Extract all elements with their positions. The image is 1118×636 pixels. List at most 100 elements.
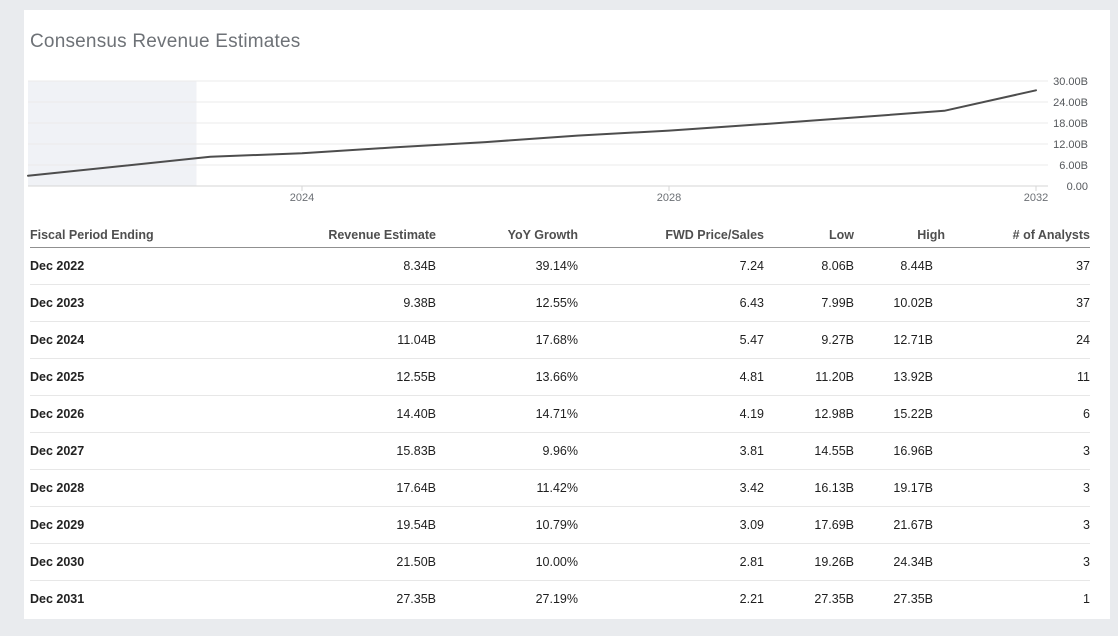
cell-revenue-estimate: 15.83B [260, 432, 436, 470]
cell-fwd-price-sales: 2.81 [578, 543, 764, 581]
y-axis-tick-label: 6.00B [1059, 160, 1088, 172]
table-row: Dec 2025 12.55B 13.66% 4.81 11.20B 13.92… [30, 358, 1090, 396]
table-row: Dec 2030 21.50B 10.00% 2.81 19.26B 24.34… [30, 543, 1090, 581]
cell-high: 21.67B [854, 506, 945, 544]
cell-high: 8.44B [854, 247, 945, 285]
cell-fiscal-period: Dec 2028 [30, 469, 260, 507]
cell-revenue-estimate: 14.40B [260, 395, 436, 433]
col-header-fiscal-period-ending: Fiscal Period Ending [30, 222, 260, 248]
revenue-estimate-line [27, 89, 1037, 177]
cell-num-analysts: 11 [945, 358, 1090, 396]
table-header-row: Fiscal Period Ending Revenue Estimate Yo… [30, 222, 1090, 248]
table-row: Dec 2028 17.64B 11.42% 3.42 16.13B 19.17… [30, 469, 1090, 507]
col-header-fwd-price-sales: FWD Price/Sales [578, 222, 764, 248]
cell-low: 16.13B [764, 469, 854, 507]
cell-yoy-growth: 12.55% [436, 284, 578, 322]
cell-fiscal-period: Dec 2030 [30, 543, 260, 581]
y-axis-tick-label: 24.00B [1053, 97, 1088, 109]
table-row: Dec 2023 9.38B 12.55% 6.43 7.99B 10.02B … [30, 284, 1090, 322]
cell-high: 27.35B [893, 592, 933, 606]
cell-high: 15.22B [854, 395, 945, 433]
cell-high: 16.96B [854, 432, 945, 470]
cell-fwd-price-sales: 6.43 [578, 284, 764, 322]
x-axis-tick-label: 2028 [657, 192, 681, 204]
cell-num-analysts: 1 [1083, 592, 1090, 606]
cell-high: 24.34B [854, 543, 945, 581]
cell-num-analysts: 37 [945, 284, 1090, 322]
cell-low: 19.26B [764, 543, 854, 581]
cell-yoy-growth: 13.66% [436, 358, 578, 396]
chart-past-shaded-region [28, 81, 197, 186]
cell-low: 8.06B [764, 247, 854, 285]
cell-fiscal-period: Dec 2027 [30, 432, 260, 470]
cell-revenue-estimate: 8.34B [260, 247, 436, 285]
cell-fwd-price-sales: 5.47 [578, 321, 764, 359]
consensus-revenue-card: Consensus Revenue Estimates 0.00 6.00B 12.… [24, 10, 1110, 619]
cell-num-analysts: 3 [945, 543, 1090, 581]
cell-fiscal-period: Dec 2025 [30, 358, 260, 396]
table-row: Dec 2024 11.04B 17.68% 5.47 9.27B 12.71B… [30, 321, 1090, 359]
cell-num-analysts: 3 [945, 469, 1090, 507]
cell-yoy-growth: 10.79% [436, 506, 578, 544]
table-row: Dec 2027 15.83B 9.96% 3.81 14.55B 16.96B… [30, 432, 1090, 470]
cell-fwd-price-sales: 2.21 [739, 592, 764, 606]
cell-high: 13.92B [854, 358, 945, 396]
col-header-high: High [854, 222, 945, 248]
col-header-num-analysts: # of Analysts [945, 222, 1090, 248]
cell-fiscal-period: Dec 2022 [30, 247, 260, 285]
cell-high: 10.02B [854, 284, 945, 322]
cell-num-analysts: 24 [945, 321, 1090, 359]
cell-yoy-growth: 11.42% [436, 469, 578, 507]
cell-fwd-price-sales: 7.24 [578, 247, 764, 285]
table-row: Dec 2031 27.35B 27.19% 2.21 27.35B 27.35… [30, 581, 1090, 618]
cell-revenue-estimate: 12.55B [260, 358, 436, 396]
x-axis-tick-label: 2024 [290, 192, 314, 204]
cell-revenue-estimate: 19.54B [260, 506, 436, 544]
cell-yoy-growth: 10.00% [436, 543, 578, 581]
y-axis-tick-label: 18.00B [1053, 118, 1088, 130]
cell-fiscal-period: Dec 2031 [30, 592, 85, 606]
cell-yoy-growth: 9.96% [436, 432, 578, 470]
table-row: Dec 2026 14.40B 14.71% 4.19 12.98B 15.22… [30, 395, 1090, 433]
cell-fwd-price-sales: 3.42 [578, 469, 764, 507]
cell-low: 27.35B [814, 592, 854, 606]
estimates-table: Fiscal Period Ending Revenue Estimate Yo… [30, 222, 1090, 617]
y-axis-tick-label: 30.00B [1053, 76, 1088, 88]
cell-fwd-price-sales: 4.19 [578, 395, 764, 433]
cell-fwd-price-sales: 4.81 [578, 358, 764, 396]
cell-high: 12.71B [854, 321, 945, 359]
cell-low: 7.99B [764, 284, 854, 322]
table-row: Dec 2022 8.34B 39.14% 7.24 8.06B 8.44B 3… [30, 247, 1090, 285]
cell-num-analysts: 3 [945, 506, 1090, 544]
cell-num-analysts: 6 [945, 395, 1090, 433]
cell-revenue-estimate: 17.64B [260, 469, 436, 507]
cell-fiscal-period: Dec 2026 [30, 395, 260, 433]
page-title: Consensus Revenue Estimates [30, 31, 301, 52]
y-axis-tick-label: 12.00B [1053, 139, 1088, 151]
cell-fiscal-period: Dec 2029 [30, 506, 260, 544]
cell-yoy-growth: 17.68% [436, 321, 578, 359]
cell-low: 9.27B [764, 321, 854, 359]
x-axis-tick-label: 2032 [1024, 192, 1048, 204]
cell-revenue-estimate: 27.35B [396, 592, 436, 606]
cell-fwd-price-sales: 3.09 [578, 506, 764, 544]
col-header-revenue-estimate: Revenue Estimate [260, 222, 436, 248]
cell-low: 12.98B [764, 395, 854, 433]
cell-revenue-estimate: 11.04B [260, 321, 436, 359]
cell-num-analysts: 37 [945, 247, 1090, 285]
y-axis-tick-label: 0.00 [1067, 181, 1088, 193]
cell-revenue-estimate: 9.38B [260, 284, 436, 322]
col-header-yoy-growth: YoY Growth [436, 222, 578, 248]
cell-yoy-growth: 27.19% [535, 592, 578, 606]
cell-num-analysts: 3 [945, 432, 1090, 470]
table-row: Dec 2029 19.54B 10.79% 3.09 17.69B 21.67… [30, 506, 1090, 544]
cell-revenue-estimate: 21.50B [260, 543, 436, 581]
cell-yoy-growth: 39.14% [436, 247, 578, 285]
cell-low: 17.69B [764, 506, 854, 544]
cell-fwd-price-sales: 3.81 [578, 432, 764, 470]
col-header-low: Low [764, 222, 854, 248]
cell-low: 14.55B [764, 432, 854, 470]
cell-fiscal-period: Dec 2024 [30, 321, 260, 359]
cell-fiscal-period: Dec 2023 [30, 284, 260, 322]
